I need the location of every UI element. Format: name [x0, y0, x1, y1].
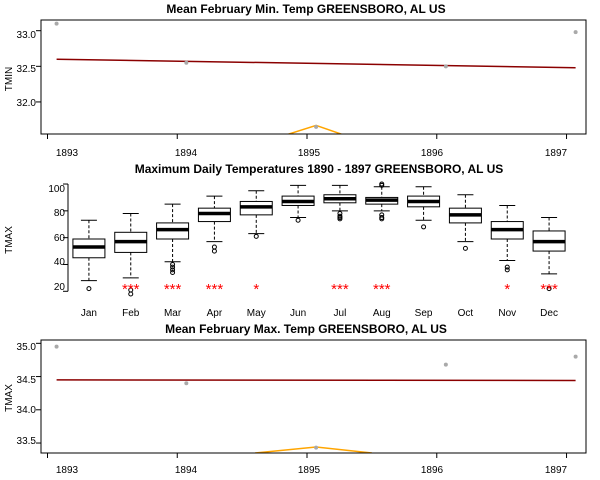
y-tick-label: 32.5: [17, 64, 37, 75]
x-tick-label: 1896: [421, 465, 444, 476]
y-tick-label: 100: [48, 184, 65, 195]
y-tick-label: 34.0: [17, 405, 37, 416]
data-point: [54, 344, 59, 349]
plot-frame: [40, 339, 587, 454]
tmin-panel-title: Mean February Min. Temp GREENSBORO, AL U…: [166, 2, 445, 16]
significance-stars: ***: [122, 281, 140, 298]
x-tick-label: 1897: [545, 465, 568, 476]
significance-stars: ***: [164, 281, 182, 298]
data-point: [184, 381, 189, 386]
outlier-point: [337, 216, 343, 222]
y-tick-label: 32.0: [17, 98, 37, 109]
month-label: Jun: [290, 308, 306, 319]
significance-stars: *: [253, 281, 259, 298]
month-label: Feb: [122, 308, 140, 319]
outlier-point: [421, 224, 427, 230]
month-label: May: [247, 308, 266, 319]
tmax-feb-panel-title: Mean February Max. Temp GREENSBORO, AL U…: [165, 322, 447, 336]
significance-stars: ***: [206, 281, 224, 298]
tmin-y-axis-label: TMIN: [4, 67, 15, 91]
outlier-point: [211, 248, 217, 254]
data-point: [573, 354, 578, 359]
month-label: Jul: [334, 308, 347, 319]
x-tick-label: 1894: [175, 465, 198, 476]
outlier-point: [211, 244, 217, 250]
data-point: [184, 60, 189, 65]
month-label: Mar: [164, 308, 182, 319]
y-tick-label: 60: [54, 233, 66, 244]
x-tick-label: 1895: [298, 465, 321, 476]
y-tick-label: 80: [54, 208, 66, 219]
outlier-point: [295, 217, 301, 223]
outlier-point: [462, 245, 468, 251]
significance-stars: ***: [540, 281, 558, 298]
outlier-point: [504, 264, 510, 270]
x-tick-label: 1896: [421, 148, 444, 159]
outlier-point: [504, 267, 510, 273]
trend-line: [56, 379, 576, 382]
y-tick-label: 33.5: [17, 436, 37, 447]
tmax-feb-panel: Mean February Max. Temp GREENSBORO, AL U…: [4, 322, 587, 476]
x-tick-label: 1895: [298, 148, 321, 159]
significance-stars: ***: [331, 281, 349, 298]
y-tick-label: 40: [54, 257, 66, 268]
outlier-point: [86, 286, 92, 292]
x-tick-label: 1893: [56, 148, 79, 159]
data-point: [443, 64, 448, 69]
outlier-point: [170, 261, 176, 267]
outlier-point: [170, 264, 176, 270]
month-label: Apr: [207, 308, 223, 319]
outlier-point: [379, 216, 385, 222]
x-tick-label: 1893: [56, 465, 79, 476]
y-tick-label: 34.5: [17, 375, 37, 386]
significance-stars: ***: [373, 281, 391, 298]
month-label: Sep: [415, 308, 433, 319]
data-point: [573, 30, 578, 35]
outlier-point: [253, 233, 259, 239]
tmax-monthly-panel-title: Maximum Daily Temperatures 1890 - 1897 G…: [135, 162, 504, 176]
x-tick-label: 1894: [175, 148, 198, 159]
y-tick-label: 33.0: [17, 30, 37, 41]
y-tick-label: 35.0: [17, 342, 37, 353]
highlight-line: [255, 446, 372, 453]
month-label: Oct: [458, 308, 474, 319]
significance-stars: *: [504, 281, 510, 298]
y-tick-label: 20: [54, 282, 66, 293]
outlier-point: [128, 291, 134, 297]
x-tick-label: 1897: [545, 148, 568, 159]
outlier-point: [170, 267, 176, 273]
tmax-monthly-panel: Maximum Daily Temperatures 1890 - 1897 G…: [4, 162, 566, 319]
data-point: [443, 362, 448, 367]
tmax-monthly-y-axis-label: TMAX: [4, 226, 15, 254]
data-point: [314, 445, 319, 450]
outlier-point: [546, 286, 552, 292]
month-label: Jan: [81, 308, 97, 319]
outlier-point: [379, 181, 385, 187]
trend-line: [56, 58, 576, 69]
data-point: [54, 21, 59, 26]
tmin-panel: Mean February Min. Temp GREENSBORO, AL U…: [4, 2, 587, 159]
tmax-feb-y-axis-label: TMAX: [4, 384, 15, 412]
month-label: Nov: [498, 308, 516, 319]
month-label: Dec: [540, 308, 558, 319]
month-label: Aug: [373, 308, 391, 319]
plot-frame: [40, 19, 587, 135]
outlier-point: [170, 270, 176, 276]
highlight-line: [286, 124, 344, 134]
data-point: [314, 124, 319, 129]
